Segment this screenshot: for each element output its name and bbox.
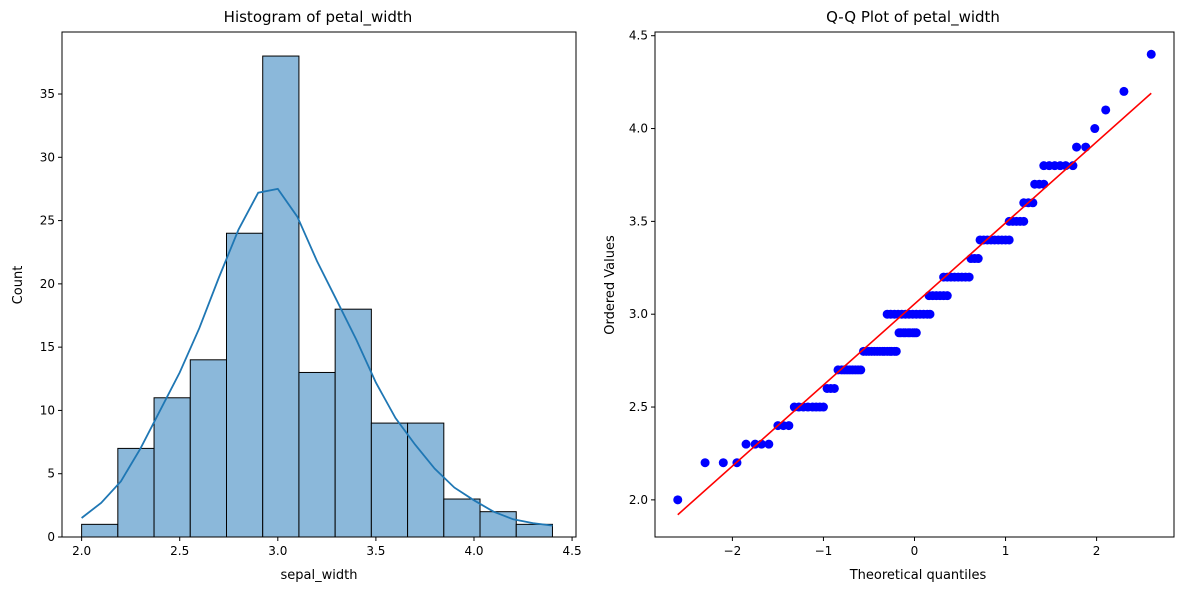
histogram-bar: [225, 232, 264, 538]
y-tick-label: 10: [40, 403, 55, 417]
qq-point: [784, 421, 794, 431]
qq-point: [1146, 49, 1156, 59]
qq-point: [856, 365, 866, 375]
qq-plot-panel: Q-Q Plot of petal_width −2 −1 0 1 2 2.0 2.5 3.…: [603, 8, 1175, 583]
qq-point: [718, 458, 728, 468]
qq-points: [673, 49, 1156, 505]
qq-point: [1090, 124, 1100, 134]
y-tick-label: 35: [40, 87, 55, 101]
qq-point: [942, 291, 952, 301]
histogram-bar: [298, 371, 336, 538]
qq-point: [829, 383, 839, 393]
histogram-title: Histogram of petal_width: [224, 8, 413, 27]
histogram-bar: [81, 523, 119, 538]
y-tick-label: 25: [40, 214, 55, 228]
qq-point: [700, 458, 710, 468]
histogram-bar: [479, 511, 517, 538]
qq-point: [911, 328, 921, 338]
y-tick-label: 5: [47, 467, 55, 481]
histogram-bar: [443, 498, 481, 538]
y-tick-label: 3.5: [629, 214, 648, 228]
x-tick-label: 2: [1093, 544, 1101, 558]
qq-point: [818, 402, 828, 412]
qq-point: [1019, 216, 1029, 226]
qq-y-ticks: 2.0 2.5 3.0 3.5 4.0 4.5: [629, 29, 655, 507]
y-tick-label: 0: [47, 530, 55, 544]
histogram-bar: [189, 359, 227, 538]
y-tick-label: 2.0: [629, 493, 648, 507]
qq-y-label: Ordered Values: [603, 235, 618, 335]
qq-point: [1068, 161, 1078, 171]
histogram-panel: Histogram of petal_width 2.0 2.5 3.0 3.5 4.0…: [11, 8, 582, 583]
qq-x-label: Theoretical quantiles: [849, 568, 987, 583]
x-tick-label: 2.5: [170, 544, 189, 558]
y-tick-label: 30: [40, 150, 55, 164]
x-tick-label: 4.0: [464, 544, 483, 558]
x-tick-label: 4.5: [563, 544, 582, 558]
histogram-bars: [81, 55, 553, 538]
qq-point: [925, 309, 935, 319]
qq-point: [1004, 235, 1014, 245]
x-tick-label: 3.0: [268, 544, 287, 558]
x-tick-label: −1: [815, 544, 833, 558]
histogram-bar: [370, 422, 409, 538]
histogram-y-ticks: 0 5 10 15 20 25 30 35: [40, 87, 62, 544]
histogram-axes-frame: [61, 31, 577, 538]
qq-point: [1101, 105, 1111, 115]
y-tick-label: 15: [40, 340, 55, 354]
y-tick-label: 2.5: [629, 400, 648, 414]
qq-point: [750, 439, 760, 449]
kde-curve-group: [81, 187, 553, 527]
y-tick-label: 3.0: [629, 307, 648, 321]
histogram-bar: [153, 397, 191, 538]
kde-curve: [81, 187, 553, 527]
qq-point: [741, 439, 751, 449]
y-tick-label: 4.5: [629, 29, 648, 43]
qq-point: [1072, 142, 1082, 152]
x-tick-label: −2: [724, 544, 742, 558]
qq-point: [1039, 179, 1049, 189]
x-tick-label: 0: [911, 544, 919, 558]
qq-point: [973, 254, 983, 264]
qq-point: [891, 346, 901, 356]
qq-fit-line-group: [677, 92, 1152, 516]
y-tick-label: 4.0: [629, 122, 648, 136]
qq-x-ticks: −2 −1 0 1 2: [724, 537, 1101, 558]
qq-point: [764, 439, 774, 449]
qq-fit-line: [677, 92, 1152, 516]
qq-point: [1119, 86, 1129, 96]
x-tick-label: 3.5: [366, 544, 385, 558]
qq-point: [1081, 142, 1091, 152]
histogram-bar: [117, 447, 155, 538]
histogram-x-ticks: 2.0 2.5 3.0 3.5 4.0 4.5: [72, 537, 582, 558]
qq-plot-title: Q-Q Plot of petal_width: [826, 8, 1000, 27]
histogram-x-label: sepal_width: [281, 568, 358, 583]
x-tick-label: 1: [1002, 544, 1010, 558]
y-tick-label: 20: [40, 277, 55, 291]
histogram-bar: [262, 55, 300, 538]
qq-point: [673, 495, 683, 505]
histogram-bar: [515, 523, 553, 538]
histogram-y-label: Count: [11, 266, 26, 305]
x-tick-label: 2.0: [72, 544, 91, 558]
histogram-bar: [334, 308, 372, 538]
qq-point: [964, 272, 974, 282]
histogram-bar: [407, 422, 445, 538]
